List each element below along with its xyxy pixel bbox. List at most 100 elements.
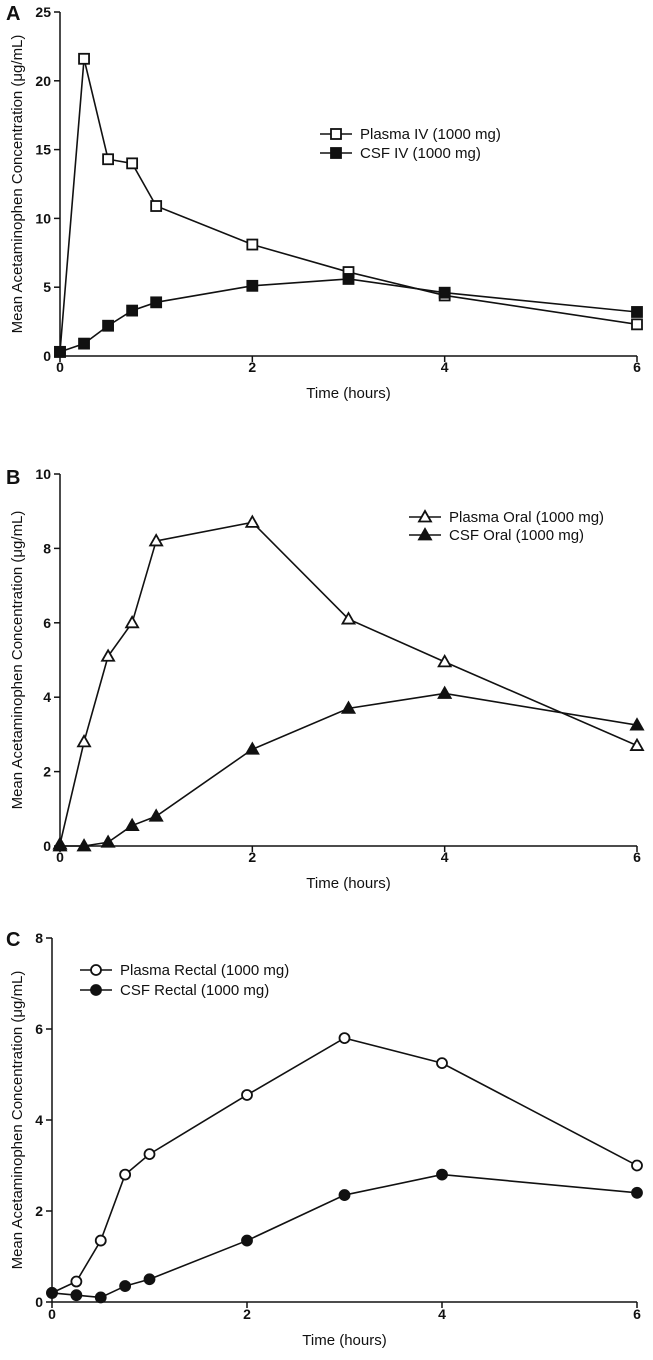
chart-c-y-tick-label: 0 [35, 1294, 43, 1310]
chart-panel-c: 0 2 4 6 8 0 2 4 6 Time (hours) Mean Acetaminophen … [0, 918, 653, 1360]
chart-panel-a: 0 5 10 15 20 25 0 2 4 6 Time (hours) Mean Acetamino… [0, 0, 653, 440]
chart-a-y-tick-label: 25 [35, 4, 51, 20]
chart-a-series-2-point [102, 319, 114, 332]
chart-a-series-1-point [126, 157, 139, 170]
chart-c-y-label: Mean Acetaminophen Concentration (μg/mL) [9, 971, 26, 1270]
chart-b-legend-marker [417, 527, 433, 541]
chart-a-x-tick-label: 2 [248, 359, 256, 375]
chart-b-series-1-point [340, 611, 357, 625]
chart-a-series-2-point [246, 279, 259, 292]
chart-a-y-tick-label: 0 [43, 348, 51, 364]
chart-c-series-2-point [119, 1280, 132, 1292]
chart-c-x-tick-label: 4 [438, 1306, 446, 1322]
chart-c-series-1-point [338, 1032, 351, 1044]
chart-b-series-2-point [629, 717, 645, 731]
chart-a-series-1-point [102, 153, 114, 166]
chart-a-series-2-point [54, 345, 66, 358]
chart-c-x-tick-label: 2 [243, 1306, 251, 1322]
chart-c-legend-marker [90, 984, 102, 996]
chart-b-series-1-point [148, 533, 164, 547]
chart-b-series-1-point [244, 514, 260, 528]
chart-b-series-1-point [124, 614, 140, 629]
chart-a-series-1-point [150, 200, 163, 212]
chart-a-series-2-point [438, 286, 451, 299]
chart-b-x-label: Time (hours) [306, 875, 390, 892]
chart-c-series-1-point [94, 1234, 107, 1247]
chart-a-series-1-point [78, 52, 90, 65]
chart-a-legend-label: CSF IV (1000 mg) [360, 145, 481, 162]
chart-b-y-tick-label: 8 [43, 540, 51, 556]
chart-c-series-1-point [119, 1168, 132, 1181]
chart-a-y-label: Mean Acetaminophen Concentration (μg/mL) [9, 35, 26, 334]
chart-b-y-tick-label: 10 [35, 466, 51, 482]
chart-b-x-tick-label: 4 [441, 849, 449, 865]
chart-a-series-2-point [78, 337, 90, 350]
chart-c-series-1-point [70, 1275, 83, 1288]
chart-b-series-1-line [59, 521, 638, 845]
chart-a-series-2-point [126, 304, 139, 317]
chart-c-series-1-point [241, 1089, 253, 1101]
chart-a-series-2-point [150, 296, 163, 309]
chart-c-series-1-point [143, 1148, 156, 1161]
chart-a-x-tick-label: 4 [441, 359, 449, 375]
chart-b-series-2-line [60, 692, 638, 847]
chart-c-legend-label: CSF Rectal (1000 mg) [120, 982, 269, 999]
chart-c-series-1-line [51, 1037, 638, 1294]
chart-c-series-2-point [46, 1286, 58, 1299]
chart-c-x-tick-label: 6 [633, 1306, 641, 1322]
chart-c-y-tick-label: 2 [35, 1203, 43, 1219]
chart-b-x-tick-label: 2 [248, 849, 256, 865]
chart-c-y-tick-label: 4 [35, 1112, 43, 1128]
chart-c-legend-marker [90, 964, 102, 976]
chart-a-legend-marker [330, 128, 342, 140]
chart-a-y-tick-label: 15 [35, 142, 51, 158]
chart-b-panel-label: B [6, 467, 20, 489]
chart-b-series-2-point [124, 817, 140, 831]
chart-a-panel-label: A [6, 3, 20, 25]
chart-b-series-2-point [100, 834, 116, 848]
chart-c-series-2-point [143, 1273, 156, 1286]
chart-b-series-2-point [148, 808, 164, 822]
chart-a-series-1-point [246, 238, 259, 251]
chart-b-y-tick-label: 4 [43, 689, 51, 705]
chart-a-y-tick-label: 5 [43, 279, 51, 295]
chart-b-x-tick-label: 0 [56, 849, 64, 865]
chart-c-panel-label: C [6, 929, 20, 951]
chart-a-series-1-line [59, 58, 638, 352]
chart-c-series-1-point [436, 1057, 448, 1070]
chart-a-x-tick-label: 0 [56, 359, 64, 375]
chart-b-legend-label: CSF Oral (1000 mg) [449, 527, 584, 544]
chart-a-series-2-point [342, 273, 355, 285]
chart-b-series-2-point [244, 741, 260, 755]
chart-panel-b: 0 2 4 6 8 10 0 2 4 6 Time (hours) Mean Acetaminophe… [0, 462, 653, 902]
chart-b-y-label: Mean Acetaminophen Concentration (μg/mL) [9, 511, 26, 810]
chart-c-y-tick-label: 8 [35, 930, 43, 946]
chart-b-y-tick-label: 6 [43, 615, 51, 631]
chart-c-series-2-point [70, 1289, 83, 1302]
chart-c-series-2-point [241, 1234, 253, 1247]
chart-a-legend-label: Plasma IV (1000 mg) [360, 126, 501, 143]
chart-c-x-label: Time (hours) [302, 1332, 386, 1349]
chart-a-y-tick-label: 10 [35, 210, 51, 226]
chart-b-series-1-point [100, 648, 116, 662]
chart-b-legend-label: Plasma Oral (1000 mg) [449, 509, 604, 526]
chart-a-series-2-point [631, 306, 643, 318]
chart-c-legend-label: Plasma Rectal (1000 mg) [120, 962, 289, 979]
chart-a-x-tick-label: 6 [633, 359, 641, 375]
chart-c-svg: 0 2 4 6 8 0 2 4 6 Time (hours) Mean Acetaminophen … [6, 929, 643, 1349]
chart-b-series-1-point [76, 734, 92, 748]
chart-c-series-1-point [631, 1159, 643, 1172]
chart-b-x-tick-label: 6 [633, 849, 641, 865]
chart-b-svg: 0 2 4 6 8 10 0 2 4 6 Time (hours) Mean Acetaminophe… [6, 466, 645, 892]
chart-a-y-tick-label: 20 [35, 73, 51, 89]
chart-b-legend-marker [417, 509, 433, 523]
chart-a-legend-marker [330, 147, 342, 159]
chart-a-x-label: Time (hours) [306, 385, 390, 402]
chart-b-series-2-point [52, 838, 68, 852]
chart-c-series-2-point [338, 1189, 351, 1201]
chart-a-series-1-point [631, 318, 643, 331]
chart-c-series-2-point [436, 1168, 448, 1181]
chart-b-series-2-point [340, 700, 357, 714]
chart-a-svg: 0 5 10 15 20 25 0 2 4 6 Time (hours) Mean Acetamino… [6, 3, 643, 402]
chart-a-series-2-line [59, 278, 638, 353]
